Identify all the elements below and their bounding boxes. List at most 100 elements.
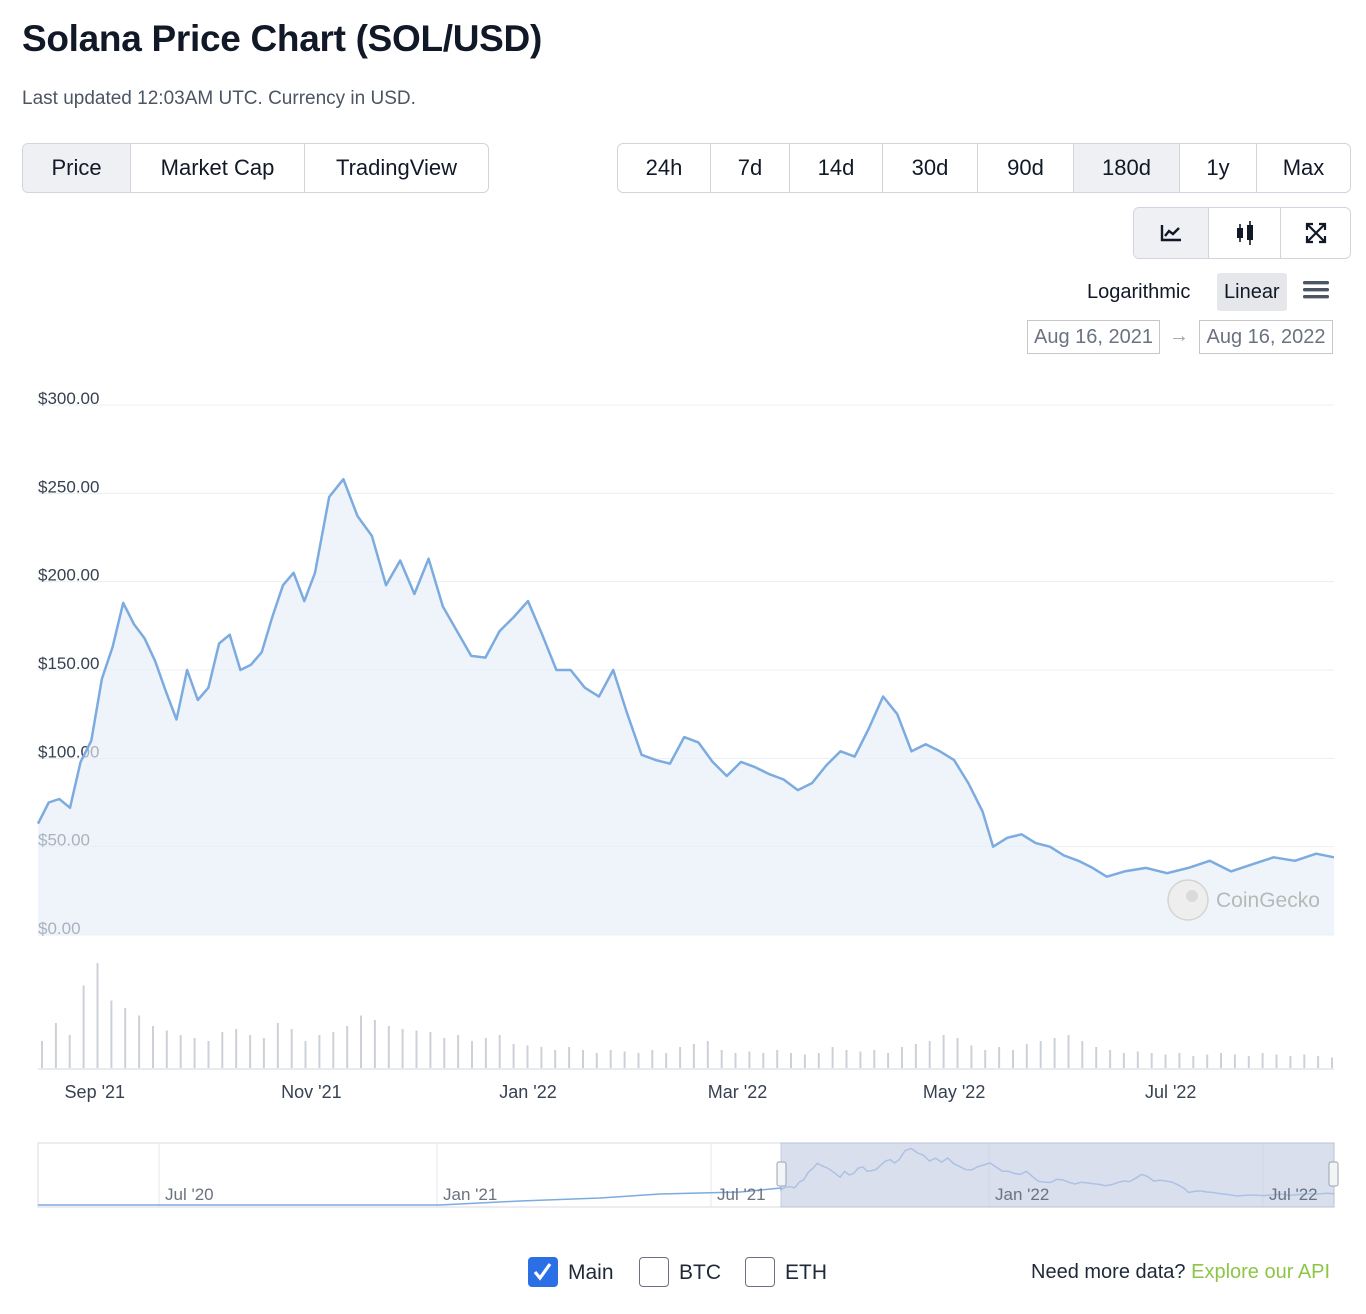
volume-bar [623, 1051, 626, 1068]
chart-menu-button[interactable] [1302, 278, 1332, 304]
range-max[interactable]: Max [1282, 155, 1325, 180]
volume-bar [1261, 1053, 1264, 1068]
price-area [38, 479, 1334, 935]
volume-bar [1012, 1050, 1014, 1068]
volume-bar [1081, 1041, 1084, 1068]
volume-bar [1109, 1050, 1112, 1068]
range-180d[interactable]: 180d [1074, 144, 1180, 192]
volume-bar [249, 1035, 252, 1068]
date-from-input[interactable]: Aug 16, 2021 [1027, 320, 1160, 354]
volume-bar [152, 1026, 154, 1068]
volume-bar [1164, 1054, 1167, 1068]
volume-bar [748, 1051, 751, 1068]
volume-bar [1220, 1053, 1222, 1068]
volume-bar [429, 1032, 432, 1068]
volume-bar [304, 1041, 307, 1068]
fullscreen-button[interactable] [1281, 208, 1350, 258]
volume-bar [1039, 1041, 1042, 1068]
volume-bar [1317, 1056, 1320, 1068]
tab-market-cap[interactable]: Market Cap [131, 144, 305, 192]
range-90d[interactable]: 90d [978, 144, 1074, 192]
volume-bar [373, 1020, 376, 1068]
volume-bar [179, 1035, 182, 1068]
volume-bar [942, 1035, 945, 1068]
tab-price[interactable]: Price [23, 144, 131, 192]
range-30d[interactable]: 30d [883, 144, 978, 192]
volume-bar [692, 1044, 695, 1068]
volume-bar [1247, 1056, 1250, 1068]
compare-btc-label: BTC [679, 1261, 721, 1284]
navigator-label: Jul '20 [165, 1185, 214, 1204]
price-chart: $300.00$250.00$200.00$150.00$100.00$50.0… [36, 389, 1339, 1208]
navigator-label: Jul '21 [717, 1185, 766, 1204]
volume-bar [803, 1054, 806, 1068]
volume-bar [290, 1029, 293, 1068]
volume-bar [484, 1038, 487, 1068]
volume-bar [817, 1053, 820, 1068]
volume-bar [873, 1050, 876, 1068]
volume-bar [831, 1047, 834, 1068]
tab-tradingview[interactable]: TradingView [335, 155, 458, 180]
navigator-label: Jan '21 [443, 1185, 497, 1204]
volume-bar [276, 1023, 279, 1068]
line-chart-icon [1160, 225, 1181, 242]
volume-bar [901, 1047, 903, 1068]
explore-api-link[interactable]: Explore our API [1191, 1261, 1331, 1283]
volume-bar [887, 1053, 890, 1068]
need-more-data-text: Need more data? [1031, 1261, 1186, 1283]
volume-bar [679, 1047, 682, 1068]
volume-bar [582, 1050, 584, 1068]
page-subtitle: Last updated 12:03AM UTC. Currency in US… [22, 88, 416, 109]
x-axis-ticks: Sep '21 Nov '21 Jan '22 Mar '22 May '22 Jul '… [65, 1082, 1197, 1102]
volume-bar [332, 1032, 335, 1068]
x-tick-label: Jul '22 [1145, 1082, 1196, 1102]
range-24h[interactable]: 24h [618, 144, 711, 192]
volume-bar [221, 1032, 224, 1068]
volume-bar [110, 1000, 113, 1068]
volume-bar [665, 1053, 668, 1068]
scale-logarithmic[interactable]: Logarithmic [1087, 280, 1191, 303]
navigator-handle-left [776, 1161, 787, 1187]
volume-bar [262, 1038, 265, 1068]
candlestick-button[interactable] [1209, 208, 1281, 258]
volume-bar [1178, 1053, 1181, 1068]
line-chart-button[interactable] [1134, 208, 1209, 258]
volume-bar [401, 1029, 404, 1068]
hamburger-menu-icon [1303, 281, 1329, 299]
range-1y[interactable]: 1y [1180, 144, 1257, 192]
volume-bar [512, 1044, 515, 1068]
volume-bar [595, 1053, 598, 1068]
volume-bar [207, 1041, 210, 1068]
x-tick-label: May '22 [923, 1082, 985, 1102]
volume-bar [1289, 1056, 1292, 1068]
navigator[interactable]: Jul '20 Jan '21 Jul '21 Jan '22 Jul '22 [37, 1142, 1339, 1208]
navigator-selection [780, 1142, 1335, 1208]
range-selector: 24h 7d 14d 30d 90d 180d 1y Max [617, 143, 1351, 193]
volume-bar [651, 1050, 654, 1068]
date-to-input[interactable]: Aug 16, 2022 [1199, 320, 1333, 354]
volume-bar [928, 1041, 931, 1068]
volume-bar [124, 1008, 127, 1068]
volume-bar [498, 1035, 501, 1068]
coingecko-watermark: CoinGecko [1167, 879, 1320, 921]
range-7d[interactable]: 7d [711, 144, 790, 192]
volume-bar [1331, 1057, 1333, 1068]
volume-bar [914, 1044, 917, 1068]
scale-linear[interactable]: Linear [1217, 273, 1287, 311]
range-14d[interactable]: 14d [790, 144, 883, 192]
compare-main-checkbox[interactable] [528, 1257, 558, 1287]
volume-bar [859, 1051, 862, 1068]
chart-tabs: Price Market Cap TradingView [22, 143, 489, 193]
footer-text: Need more data? Explore our API [1031, 1261, 1330, 1284]
compare-btc-checkbox[interactable] [639, 1257, 669, 1287]
compare-eth-checkbox[interactable] [745, 1257, 775, 1287]
volume-bar [457, 1035, 460, 1068]
navigator-handle-right [1328, 1161, 1339, 1187]
y-tick-label: $300.00 [38, 389, 99, 408]
fullscreen-icon [1305, 222, 1326, 244]
svg-text:CoinGecko: CoinGecko [1216, 889, 1320, 912]
volume-bar [1275, 1054, 1278, 1068]
volume-bar [193, 1038, 196, 1068]
volume-bar [1067, 1035, 1070, 1068]
x-tick-label: Jan '22 [499, 1082, 556, 1102]
